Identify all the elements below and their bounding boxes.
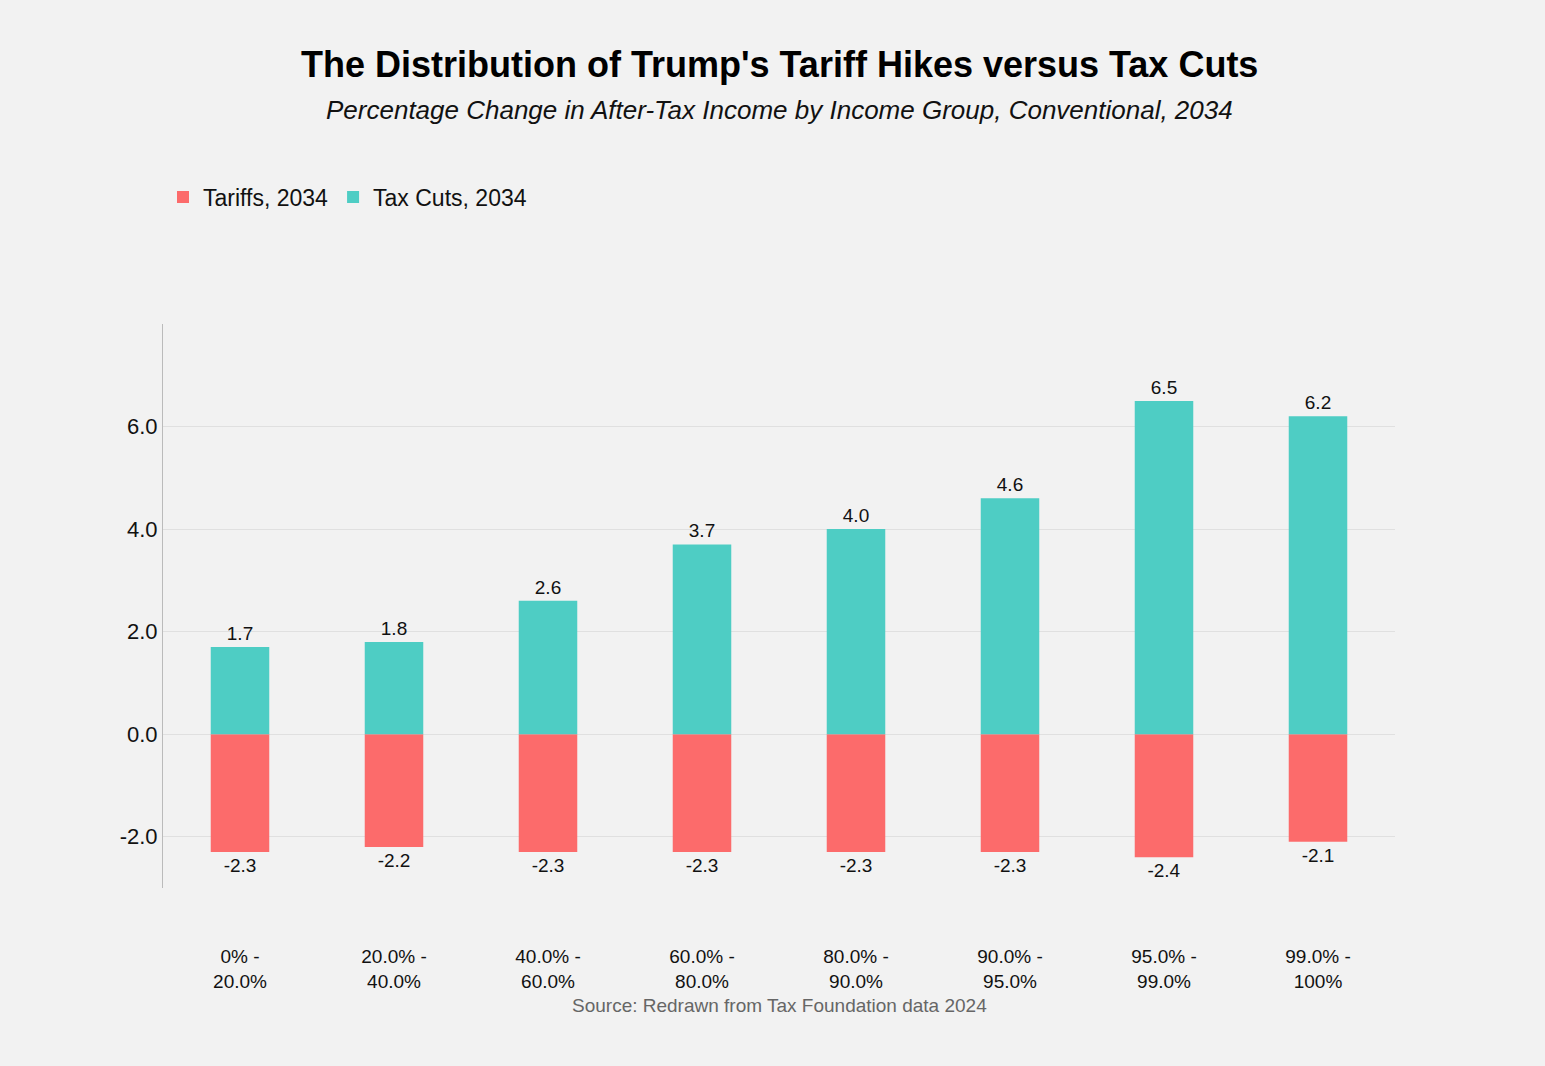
svg-text:-2.3: -2.3 xyxy=(532,855,565,876)
svg-text:0% -20.0%: 0% -20.0% xyxy=(213,946,267,992)
svg-text:99.0% -100%: 99.0% -100% xyxy=(1285,946,1350,992)
svg-text:1.8: 1.8 xyxy=(381,618,407,639)
svg-text:-2.2: -2.2 xyxy=(378,850,411,871)
svg-text:90.0% -95.0%: 90.0% -95.0% xyxy=(977,946,1042,992)
svg-text:Percentage Change in After-Tax: Percentage Change in After-Tax Income by… xyxy=(326,95,1233,125)
svg-text:6.2: 6.2 xyxy=(1305,392,1331,413)
svg-text:40.0% -60.0%: 40.0% -60.0% xyxy=(515,946,580,992)
svg-text:4.0: 4.0 xyxy=(127,517,158,542)
svg-text:1.7: 1.7 xyxy=(227,623,253,644)
svg-text:4.0: 4.0 xyxy=(843,505,869,526)
svg-text:3.7: 3.7 xyxy=(689,520,715,541)
svg-text:-2.3: -2.3 xyxy=(840,855,873,876)
svg-text:-2.1: -2.1 xyxy=(1302,845,1335,866)
svg-text:-2.3: -2.3 xyxy=(686,855,719,876)
svg-text:-2.3: -2.3 xyxy=(994,855,1027,876)
svg-text:6.5: 6.5 xyxy=(1151,377,1177,398)
svg-text:Tax Cuts, 2034: Tax Cuts, 2034 xyxy=(373,185,527,211)
svg-text:Source: Redrawn from Tax Found: Source: Redrawn from Tax Foundation data… xyxy=(572,995,987,1016)
svg-text:-2.3: -2.3 xyxy=(224,855,257,876)
svg-text:60.0% -80.0%: 60.0% -80.0% xyxy=(669,946,734,992)
svg-text:-2.0: -2.0 xyxy=(120,824,158,849)
svg-text:-2.4: -2.4 xyxy=(1147,860,1180,881)
svg-text:0.0: 0.0 xyxy=(127,722,158,747)
svg-text:2.0: 2.0 xyxy=(127,619,158,644)
svg-text:20.0% -40.0%: 20.0% -40.0% xyxy=(361,946,426,992)
svg-text:80.0% -90.0%: 80.0% -90.0% xyxy=(823,946,888,992)
svg-text:4.6: 4.6 xyxy=(997,474,1023,495)
svg-text:2.6: 2.6 xyxy=(535,577,561,598)
svg-text:6.0: 6.0 xyxy=(127,414,158,439)
svg-text:The Distribution of Trump's Ta: The Distribution of Trump's Tariff Hikes… xyxy=(301,44,1258,85)
svg-text:95.0% -99.0%: 95.0% -99.0% xyxy=(1131,946,1196,992)
svg-text:Tariffs, 2034: Tariffs, 2034 xyxy=(203,185,328,211)
